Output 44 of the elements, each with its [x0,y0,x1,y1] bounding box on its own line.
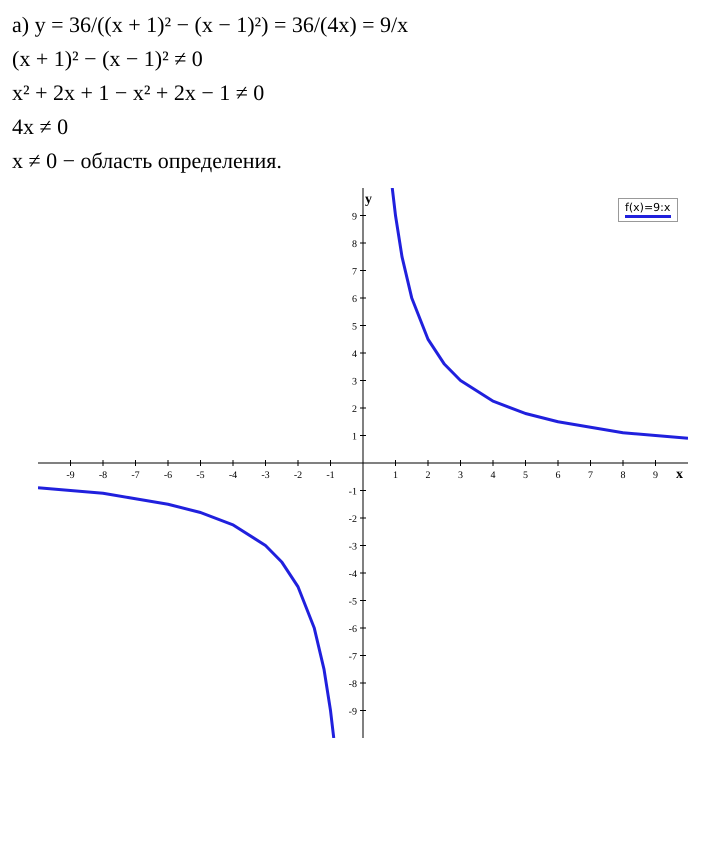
y-tick-label: -2 [348,514,357,525]
x-tick-label: -7 [131,470,140,481]
y-tick-label: 9 [352,212,357,222]
text: x² + 2x + 1 − x² + 2x − 1 ≠ 0 [12,79,266,107]
y-tick-label: -9 [348,706,357,718]
y-tick-label: 5 [352,322,357,332]
y-tick-label: -4 [348,569,357,580]
y-tick-label: 4 [352,349,357,360]
x-tick-label: -2 [294,470,302,481]
x-axis-title: x [676,466,683,482]
text: x ≠ 0 − область определения. [12,147,283,175]
x-tick-label: 1 [393,470,398,481]
x-tick-label: 7 [588,470,593,481]
x-tick-label: 3 [458,470,463,481]
x-tick-label: 5 [523,470,528,481]
y-axis-title: y [365,192,372,207]
y-tick-label: -6 [348,624,357,635]
x-tick-label: -8 [98,470,108,481]
y-tick-label: -7 [348,652,357,662]
x-tick-label: -6 [164,470,172,481]
x-tick-label: -4 [228,470,238,481]
x-tick-label: 9 [653,470,658,481]
y-tick-label: 7 [352,266,357,278]
x-tick-label: 2 [426,470,430,481]
text: а) y = 36/((x + 1)² − (x − 1)²) = 36/(4x) = 9/x [12,11,410,39]
y-tick-label: 6 [352,294,357,305]
x-tick-label: -1 [326,470,335,481]
y-tick-label: 8 [352,239,357,250]
x-tick-label: 8 [620,470,626,481]
y-tick-label: 2 [352,404,357,415]
x-tick-label: -9 [66,470,75,481]
y-tick-label: -3 [348,542,357,552]
text: 4x ≠ 0 [12,113,70,141]
y-tick-label: -5 [348,596,357,608]
x-tick-label: -5 [196,470,205,481]
text: (x + 1)² − (x − 1)² ≠ 0 [12,45,204,73]
y-tick-label: 3 [352,376,357,388]
text: f(x)=9:x [625,201,670,214]
y-tick-label: -8 [348,679,357,690]
x-tick-label: -3 [261,470,270,481]
x-tick-label: 4 [490,470,496,481]
x-tick-label: 6 [556,470,560,481]
y-tick-label: 1 [352,432,357,442]
y-tick-label: -1 [348,486,357,498]
